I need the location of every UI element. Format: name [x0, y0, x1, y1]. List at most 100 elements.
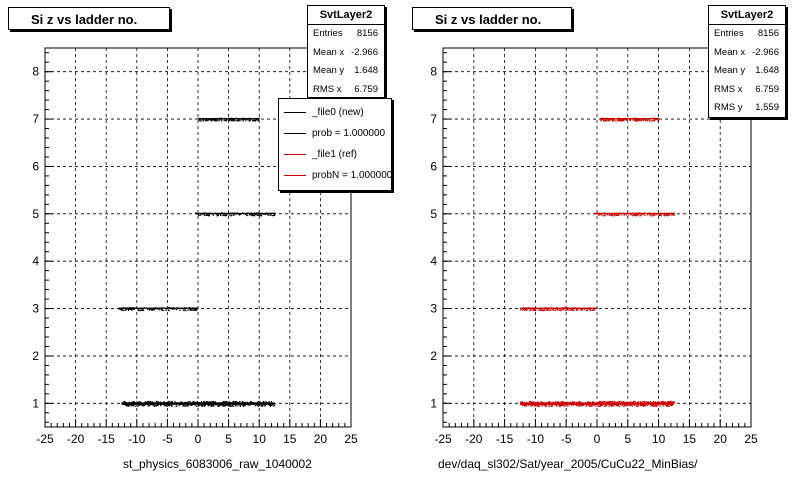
data-point	[151, 401, 153, 403]
data-point	[603, 215, 605, 217]
data-point	[185, 405, 187, 407]
data-point	[611, 119, 613, 121]
data-point	[144, 404, 146, 407]
data-point	[131, 404, 134, 407]
x-tick-label: 25	[344, 432, 358, 446]
data-point	[150, 308, 152, 310]
data-point	[196, 309, 198, 311]
data-point	[655, 118, 657, 120]
data-point	[667, 400, 669, 403]
data-point	[228, 404, 231, 406]
data-point	[655, 213, 658, 215]
data-point	[175, 309, 177, 311]
data-point	[625, 404, 628, 407]
data-point	[638, 214, 640, 216]
data-point	[637, 120, 639, 122]
data-point	[183, 404, 185, 407]
data-point	[256, 119, 258, 121]
data-point	[666, 214, 668, 217]
data-point	[616, 405, 618, 407]
data-point	[225, 120, 227, 122]
y-tick-label: 2	[430, 349, 437, 363]
data-point	[202, 120, 205, 122]
data-point	[556, 309, 559, 311]
data-band-y5	[593, 212, 676, 217]
data-point	[572, 404, 574, 406]
data-point	[560, 309, 562, 311]
data-point	[189, 400, 191, 403]
data-point	[576, 404, 578, 406]
data-point	[139, 308, 141, 310]
legend-entry-prob: prob = 1.000000	[279, 123, 391, 144]
data-point	[663, 213, 665, 216]
data-point	[602, 118, 604, 121]
data-point	[241, 401, 244, 403]
data-point	[225, 401, 227, 403]
data-point	[239, 119, 241, 122]
data-point	[159, 309, 161, 311]
data-point	[521, 404, 523, 406]
data-point	[246, 214, 248, 216]
data-point	[230, 119, 232, 121]
data-point	[619, 401, 621, 403]
data-point	[270, 405, 272, 407]
data-point	[201, 401, 203, 403]
data-point	[148, 309, 151, 311]
data-point	[640, 401, 642, 403]
x-tick-label: -10	[128, 432, 146, 446]
stats-row-mean-x: Mean x -2.966	[313, 46, 378, 58]
data-point	[165, 309, 167, 312]
data-point	[211, 213, 213, 215]
data-point	[138, 400, 140, 403]
data-point	[611, 214, 613, 216]
data-band-y1	[520, 400, 676, 408]
stats-name: SvtLayer2	[308, 6, 384, 25]
data-point	[200, 400, 203, 403]
data-point	[642, 400, 644, 403]
data-point	[127, 309, 130, 311]
data-band-y1	[121, 400, 276, 408]
data-point	[128, 405, 130, 407]
x-tick-label: 5	[624, 432, 631, 446]
data-point	[580, 404, 582, 406]
data-point	[588, 401, 590, 403]
data-point	[217, 213, 219, 216]
data-point	[238, 120, 240, 122]
data-point	[625, 119, 627, 121]
data-point	[213, 405, 215, 407]
data-point	[266, 213, 268, 215]
data-point	[148, 401, 150, 403]
data-point	[132, 308, 134, 310]
data-point	[578, 401, 580, 403]
data-point	[171, 405, 173, 407]
data-point	[254, 215, 256, 217]
data-point	[653, 405, 655, 407]
data-point	[235, 120, 237, 122]
data-point	[652, 214, 654, 216]
data-point	[260, 214, 262, 216]
data-point	[670, 404, 672, 406]
data-point	[557, 401, 560, 403]
data-point	[629, 118, 631, 121]
data-point	[203, 213, 205, 216]
data-point	[268, 401, 270, 403]
data-point	[546, 309, 548, 311]
data-point	[163, 401, 165, 403]
data-point	[211, 401, 213, 403]
data-point	[662, 400, 664, 403]
data-point	[224, 213, 226, 215]
data-point	[670, 400, 672, 403]
data-point	[543, 308, 546, 310]
data-point	[671, 404, 673, 406]
data-point	[202, 213, 204, 215]
data-point	[217, 214, 220, 216]
data-point	[257, 400, 260, 403]
data-point	[232, 401, 234, 403]
data-point	[566, 405, 568, 407]
data-point	[274, 214, 276, 216]
data-point	[532, 404, 534, 406]
data-point	[592, 401, 594, 403]
data-point	[216, 215, 218, 217]
data-point	[561, 308, 563, 310]
legend-entry-probn: probN = 1.000000	[279, 165, 391, 186]
